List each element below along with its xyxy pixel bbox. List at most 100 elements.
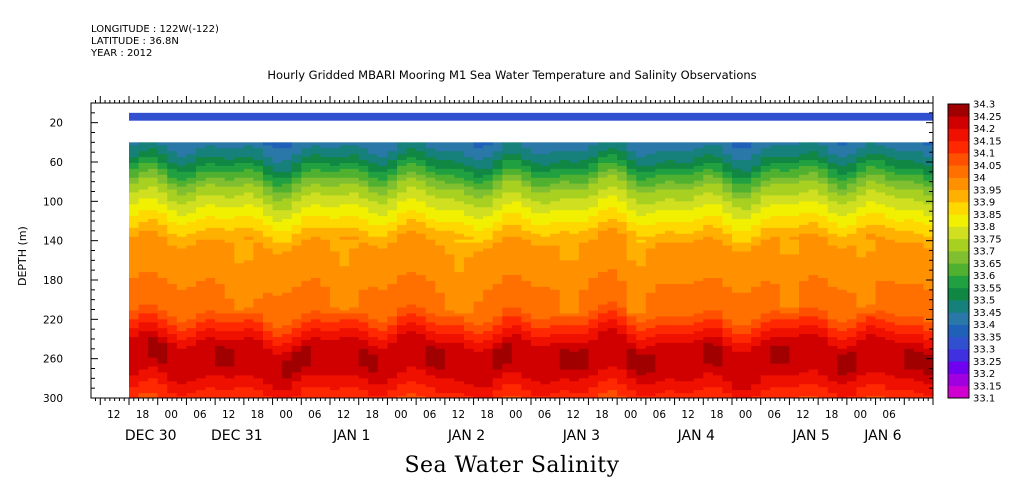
salinity-cell (339, 230, 350, 235)
salinity-cell (636, 289, 647, 294)
salinity-cell (186, 369, 197, 374)
salinity-cell (645, 160, 657, 164)
salinity-cell (598, 174, 609, 179)
salinity-cell (550, 254, 561, 258)
salinity-cell (531, 254, 542, 258)
salinity-cell (339, 213, 350, 217)
salinity-cell (569, 216, 580, 220)
salinity-cell (550, 325, 561, 329)
salinity-cell (129, 390, 140, 394)
salinity-cell (196, 248, 207, 253)
salinity-cell (444, 219, 456, 223)
salinity-cell (397, 393, 408, 397)
salinity-cell (550, 248, 561, 253)
salinity-cell (416, 248, 427, 253)
salinity-cell (531, 369, 542, 374)
salinity-cell (368, 216, 379, 220)
salinity-cell (397, 148, 408, 152)
salinity-cell (483, 171, 494, 176)
salinity-cell (435, 307, 446, 312)
salinity-cell (138, 351, 149, 356)
salinity-cell (665, 354, 676, 359)
salinity-cell (425, 384, 436, 388)
salinity-cell (607, 393, 618, 397)
salinity-cell (138, 263, 149, 267)
salinity-cell (636, 183, 647, 188)
salinity-cell (435, 213, 446, 217)
salinity-cell (645, 283, 657, 288)
salinity-cell (540, 316, 551, 320)
salinity-cell (138, 304, 149, 309)
salinity-cell (358, 168, 369, 173)
salinity-cell (550, 278, 561, 282)
salinity-cell (243, 328, 255, 332)
salinity-cell (617, 160, 628, 164)
salinity-cell (464, 216, 475, 220)
salinity-cell (665, 227, 676, 232)
salinity-cell (138, 254, 149, 258)
salinity-cell (598, 334, 609, 338)
salinity-cell (521, 198, 532, 202)
salinity-cell (655, 304, 666, 309)
salinity-cell (626, 363, 637, 368)
salinity-cell (377, 195, 389, 199)
salinity-cell (550, 219, 561, 223)
salinity-cell (349, 254, 360, 258)
salinity-cell (358, 254, 369, 258)
salinity-cell (205, 183, 216, 188)
salinity-cell (167, 304, 178, 309)
salinity-cell (569, 275, 580, 279)
salinity-cell (215, 168, 226, 173)
salinity-cell (205, 168, 216, 173)
salinity-cell (358, 219, 369, 223)
salinity-cell (339, 162, 350, 167)
salinity-cell (310, 242, 322, 247)
salinity-cell (521, 248, 532, 253)
salinity-cell (502, 313, 513, 317)
salinity-cell (636, 351, 647, 356)
salinity-cell (196, 186, 207, 191)
salinity-cell (320, 289, 331, 294)
salinity-cell (129, 260, 140, 264)
salinity-cell (511, 363, 523, 368)
salinity-cell (617, 339, 628, 344)
salinity-cell (301, 390, 312, 394)
salinity-cell (243, 301, 255, 306)
salinity-cell (569, 239, 580, 244)
salinity-cell (444, 316, 456, 320)
salinity-cell (502, 283, 513, 288)
salinity-cell (368, 145, 379, 149)
salinity-cell (502, 345, 513, 350)
salinity-cell (559, 348, 570, 353)
salinity-cell (253, 257, 264, 261)
salinity-cell (655, 316, 666, 320)
salinity-cell (330, 286, 341, 291)
salinity-cell (444, 251, 456, 256)
salinity-cell (377, 186, 389, 191)
salinity-cell (464, 289, 475, 294)
salinity-cell (339, 390, 350, 394)
salinity-cell (272, 387, 283, 391)
salinity-cell (301, 195, 312, 199)
salinity-cell (301, 339, 312, 344)
salinity-cell (377, 171, 389, 176)
salinity-cell (301, 204, 312, 208)
salinity-cell (349, 183, 360, 188)
salinity-cell (358, 298, 369, 303)
salinity-cell (282, 154, 293, 158)
salinity-cell (282, 348, 293, 353)
salinity-cell (559, 325, 570, 329)
salinity-cell (320, 207, 331, 211)
salinity-cell (215, 230, 226, 235)
salinity-cell (320, 227, 331, 232)
salinity-cell (492, 154, 503, 158)
salinity-cell (588, 151, 599, 155)
salinity-cell (215, 396, 226, 398)
salinity-cell (617, 263, 628, 267)
salinity-cell (617, 292, 628, 297)
salinity-cell (215, 221, 226, 226)
salinity-cell (483, 242, 494, 247)
salinity-cell (473, 369, 484, 374)
salinity-cell (291, 325, 302, 329)
salinity-cell (320, 186, 331, 191)
